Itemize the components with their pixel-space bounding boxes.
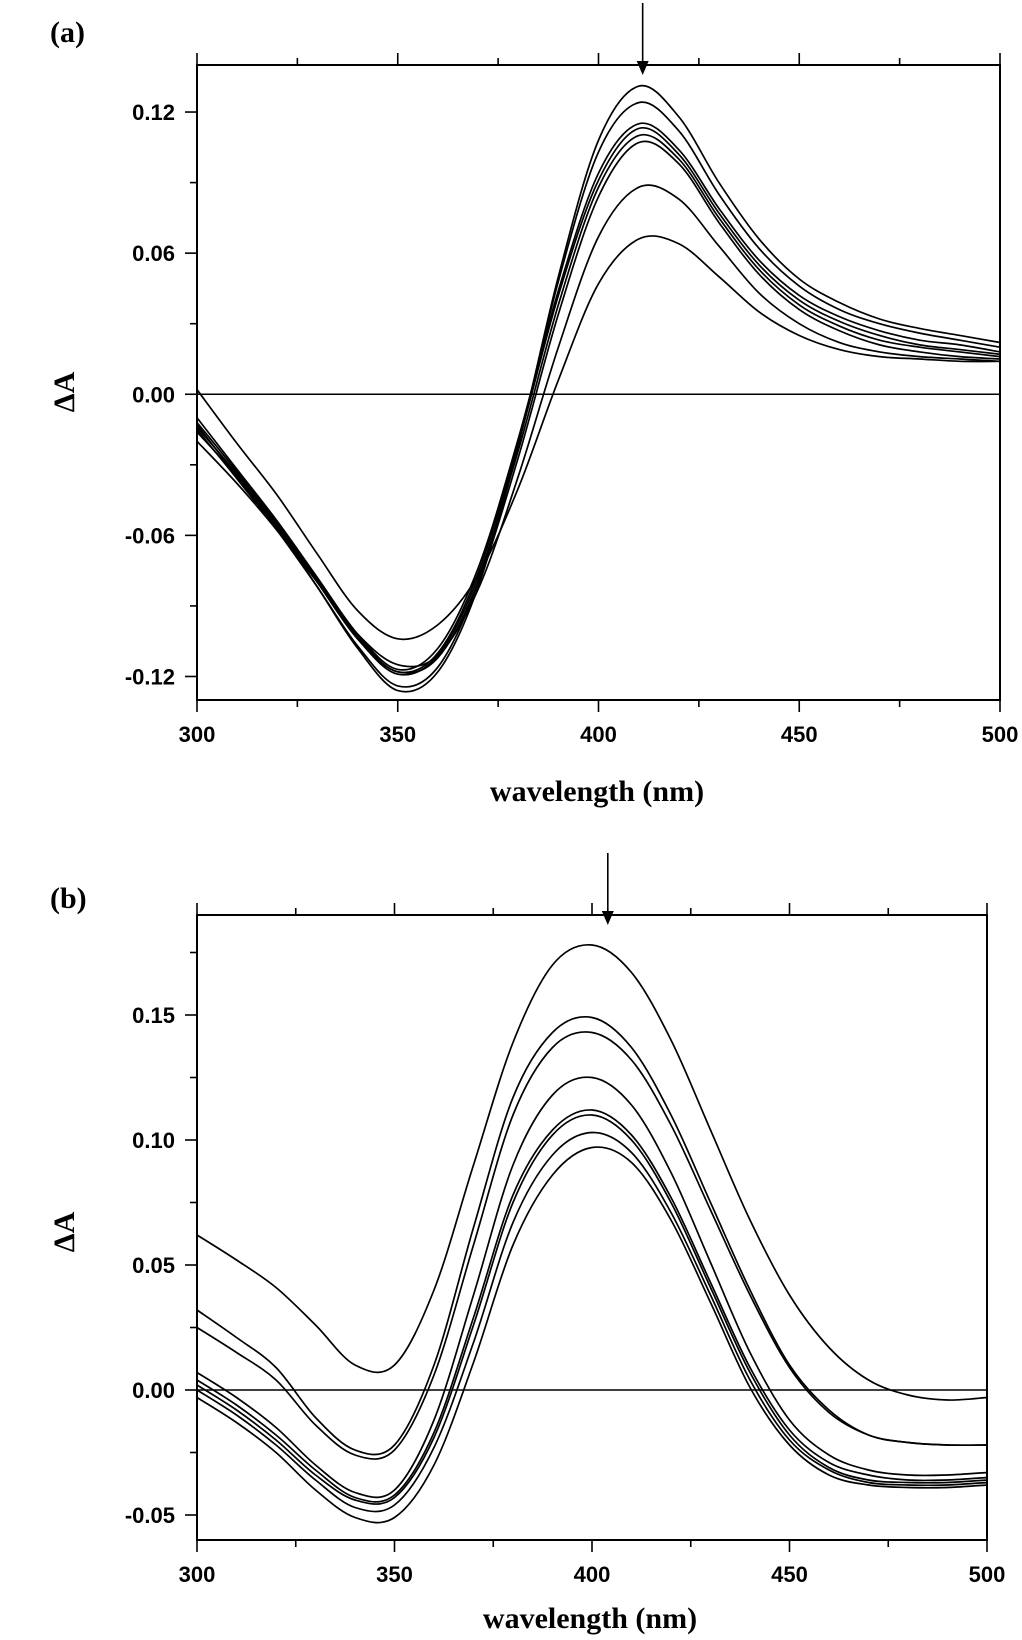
panel-a-spectrum-line-2 bbox=[196, 101, 1001, 688]
panel-b-y-tick-label: 0.15 bbox=[132, 1003, 175, 1028]
panel-b-y-tick-label: 0.05 bbox=[132, 1253, 175, 1278]
panel-b-spectrum-line-2 bbox=[196, 1016, 988, 1456]
panel-b-x-tick-label: 450 bbox=[771, 1562, 808, 1587]
panel-a-x-tick-label: 300 bbox=[179, 722, 216, 747]
panel-b-y-tick-label: -0.05 bbox=[125, 1503, 175, 1528]
panel-a-spectrum-line-5 bbox=[196, 133, 1001, 676]
panel-a-x-axis-label: wavelength (nm) bbox=[490, 775, 704, 808]
panel-a-y-tick-label: 0.06 bbox=[132, 241, 175, 266]
panel-a-spectrum-line-4 bbox=[196, 126, 1001, 674]
panel-a-spectrum-line-6 bbox=[196, 140, 1001, 674]
panel-a-y-tick-label: 0.12 bbox=[132, 100, 175, 125]
panel-a-spectrum-line-7 bbox=[196, 184, 1001, 668]
panel-a-x-tick-label: 450 bbox=[781, 722, 818, 747]
panel-b-label: (b) bbox=[50, 882, 87, 915]
panel-a-spectrum-line-8 bbox=[196, 235, 1001, 641]
panel-b-plot-frame bbox=[196, 914, 988, 1541]
panel-a-x-tick-label: 400 bbox=[580, 722, 617, 747]
panel-b-spectrum-line-7 bbox=[196, 1131, 988, 1513]
panel-a-x-tick-label: 350 bbox=[379, 722, 416, 747]
panel-b-y-tick-label: 0.10 bbox=[132, 1128, 175, 1153]
panel-b-x-tick-label: 300 bbox=[179, 1562, 216, 1587]
panel-b-x-tick-label: 500 bbox=[969, 1562, 1006, 1587]
panel-b-y-axis-label: ΔA bbox=[48, 1211, 81, 1252]
panel-b-spectrum-line-1 bbox=[196, 943, 988, 1401]
panel-a-plot-frame bbox=[196, 64, 1001, 701]
panel-a-chart: (a) ΔA wavelength (nm) 300 350 400 450 500 -0… bbox=[48, 3, 1018, 808]
panel-b-peak-arrow bbox=[601, 853, 614, 925]
panel-b-x-tick-label: 350 bbox=[376, 1562, 413, 1587]
panel-b-spectrum-line-8 bbox=[196, 1146, 988, 1524]
panel-a-peak-arrow bbox=[636, 3, 649, 75]
panel-b-spectrum-line-3 bbox=[196, 1031, 988, 1460]
panel-a-spectrum-line-1 bbox=[196, 84, 1001, 693]
panel-b-chart: (b) ΔA wavelength (nm) 300 350 400 450 500 -0… bbox=[48, 853, 1005, 1635]
panel-a-x-tick-label: 500 bbox=[982, 722, 1019, 747]
panel-a-y-tick-label: -0.12 bbox=[125, 664, 175, 689]
panel-b-x-axis-label: wavelength (nm) bbox=[483, 1602, 697, 1635]
panel-b-spectrum-line-4 bbox=[196, 1076, 988, 1499]
panel-a-y-axis-label: ΔA bbox=[48, 371, 81, 412]
panel-a-y-tick-label: -0.06 bbox=[125, 523, 175, 548]
panel-a-label: (a) bbox=[50, 16, 85, 49]
panel-b-y-tick-label: 0.00 bbox=[132, 1378, 175, 1403]
panel-b-spectrum-line-6 bbox=[196, 1114, 988, 1505]
panel-a-y-tick-label: 0.00 bbox=[132, 382, 175, 407]
panel-b-spectrum-line-5 bbox=[196, 1109, 988, 1503]
panel-a-spectrum-line-3 bbox=[196, 122, 1001, 671]
panel-b-x-tick-label: 400 bbox=[574, 1562, 611, 1587]
